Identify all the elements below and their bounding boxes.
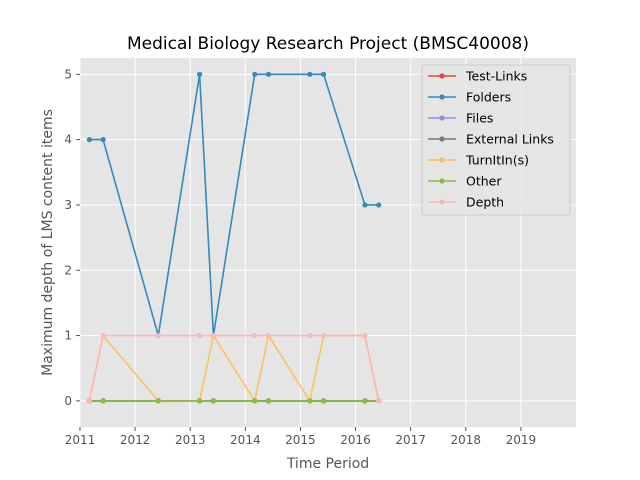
y-tick-label: 0: [64, 394, 72, 408]
data-point-folders: [320, 71, 327, 77]
y-tick-label: 4: [64, 133, 72, 147]
x-tick-label: 2015: [285, 433, 316, 447]
legend-label: Files: [466, 111, 493, 126]
data-point-depth: [252, 332, 258, 339]
legend-box: [421, 64, 571, 216]
y-axis-ticks: 0 1 2 3 4 5: [64, 67, 80, 408]
data-point-folders: [196, 71, 203, 77]
y-tick-label: 3: [64, 198, 72, 212]
legend-marker: [439, 73, 445, 79]
y-tick-label: 2: [64, 263, 72, 277]
x-tick-label: 2014: [230, 433, 261, 447]
data-point-other: [320, 398, 327, 404]
data-point-depth: [362, 332, 368, 339]
legend-item-turnitin-s: TurnItIn(s): [428, 153, 529, 168]
data-point-folders: [86, 137, 92, 143]
y-tick-label: 1: [64, 329, 72, 343]
legend-item-other: Other: [428, 174, 502, 189]
x-tick-label: 2018: [451, 433, 482, 447]
legend-marker: [439, 157, 445, 163]
data-point-depth: [100, 332, 106, 339]
x-tick-label: 2017: [395, 433, 426, 447]
y-tick-label: 5: [64, 67, 72, 81]
x-tick-label: 2016: [340, 433, 371, 447]
data-point-folders: [100, 137, 106, 143]
data-point-depth: [376, 398, 382, 404]
series-folders: [86, 71, 382, 339]
data-point-folders: [362, 202, 368, 208]
data-point-other: [307, 398, 313, 404]
legend-item-files: Files: [428, 111, 493, 126]
legend-item-depth: Depth: [428, 195, 504, 210]
data-point-depth: [155, 332, 161, 339]
x-tick-label: 2012: [120, 433, 151, 447]
data-point-folders: [265, 71, 272, 77]
legend-marker: [439, 199, 445, 205]
legend-marker: [439, 136, 445, 142]
data-point-other: [265, 398, 272, 404]
data-point-other: [210, 398, 216, 404]
data-point-depth: [86, 398, 92, 404]
legend-label: External Links: [466, 132, 554, 147]
data-point-other: [155, 398, 161, 404]
legend-label: Test-Links: [465, 69, 527, 84]
y-axis-label: Maximum depth of LMS content items: [40, 109, 56, 376]
legend-marker: [439, 115, 445, 121]
series-depth: [86, 332, 382, 404]
x-tick-label: 2019: [506, 433, 537, 447]
data-point-folders: [307, 71, 313, 77]
legend-item-external-links: External Links: [428, 132, 554, 147]
chart-title: Medical Biology Research Project (BMSC40…: [127, 34, 529, 54]
x-tick-label: 2011: [65, 433, 96, 447]
data-point-depth: [265, 332, 272, 339]
legend-label: Depth: [466, 195, 504, 210]
data-point-other: [100, 398, 106, 404]
legend-marker: [439, 178, 445, 184]
legend-item-test-links: Test-Links: [428, 69, 527, 84]
x-tick-label: 2013: [175, 433, 206, 447]
x-axis-ticks: 2011 2012 2013 2014 2015 2016 2017 2018 2019: [65, 427, 536, 447]
legend-label: TurnItIn(s): [465, 153, 529, 168]
data-point-depth: [210, 332, 216, 339]
x-axis-label: Time Period: [286, 456, 369, 472]
data-point-other: [362, 398, 368, 404]
legend: Test-Links Folders Files External Links Turn…: [421, 64, 571, 216]
data-point-folders: [376, 202, 382, 208]
data-point-depth: [320, 332, 327, 339]
data-point-depth: [307, 332, 313, 339]
data-point-other: [196, 398, 203, 404]
legend-label: Folders: [466, 90, 511, 105]
data-point-folders: [252, 71, 258, 77]
legend-marker: [439, 94, 445, 100]
legend-label: Other: [466, 174, 502, 189]
series-layer: [86, 71, 382, 404]
data-point-other: [252, 398, 258, 404]
legend-item-folders: Folders: [428, 90, 511, 105]
data-point-depth: [196, 332, 203, 339]
